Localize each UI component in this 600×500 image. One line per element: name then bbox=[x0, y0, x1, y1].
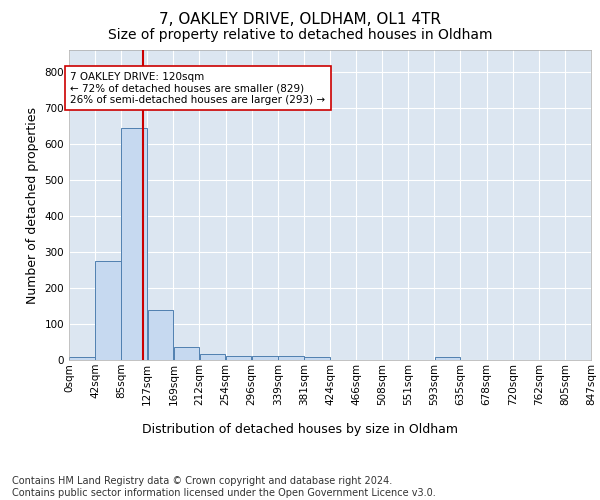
Bar bbox=[252, 356, 278, 360]
Text: 7, OAKLEY DRIVE, OLDHAM, OL1 4TR: 7, OAKLEY DRIVE, OLDHAM, OL1 4TR bbox=[159, 12, 441, 28]
Text: 7 OAKLEY DRIVE: 120sqm
← 72% of detached houses are smaller (829)
26% of semi-de: 7 OAKLEY DRIVE: 120sqm ← 72% of detached… bbox=[70, 72, 325, 105]
Bar bbox=[434, 357, 460, 360]
Bar bbox=[226, 356, 251, 360]
Text: Size of property relative to detached houses in Oldham: Size of property relative to detached ho… bbox=[108, 28, 492, 42]
Text: Contains HM Land Registry data © Crown copyright and database right 2024.
Contai: Contains HM Land Registry data © Crown c… bbox=[12, 476, 436, 498]
Y-axis label: Number of detached properties: Number of detached properties bbox=[26, 106, 39, 304]
Text: Distribution of detached houses by size in Oldham: Distribution of detached houses by size … bbox=[142, 422, 458, 436]
Bar bbox=[278, 356, 304, 360]
Bar bbox=[200, 354, 226, 360]
Bar bbox=[304, 357, 330, 360]
Bar bbox=[173, 348, 199, 360]
Bar bbox=[95, 261, 121, 360]
Bar bbox=[69, 357, 95, 360]
Bar bbox=[148, 310, 173, 360]
Bar bbox=[121, 128, 147, 360]
